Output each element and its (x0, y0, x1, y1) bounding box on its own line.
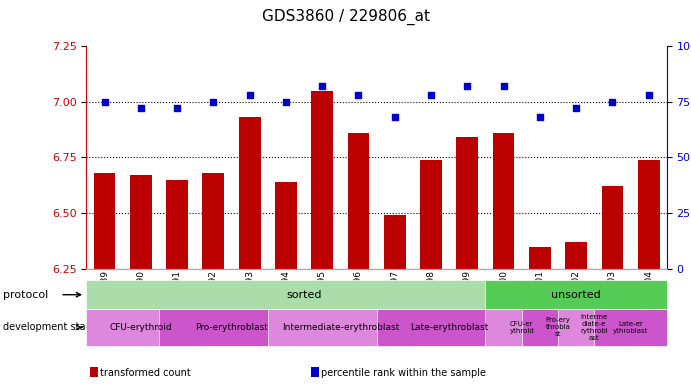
Point (244, 92, 255, 98)
Point (534, 114, 545, 121)
Text: transformed count: transformed count (100, 368, 191, 378)
Text: Late-erythroblast: Late-erythroblast (410, 323, 489, 332)
Point (571, 105, 582, 111)
Bar (166, 180, 188, 269)
Text: sorted: sorted (286, 290, 322, 300)
Point (607, 99, 618, 105)
Text: unsorted: unsorted (551, 290, 601, 300)
Bar (202, 173, 224, 269)
Text: Interme
diate-e
rythrobl
ast: Interme diate-e rythrobl ast (580, 314, 608, 341)
Bar (420, 160, 442, 269)
Point (281, 99, 292, 105)
Bar (601, 186, 623, 269)
Text: Intermediate-erythroblast: Intermediate-erythroblast (282, 323, 399, 332)
Point (208, 99, 219, 105)
Text: Pro-erythroblast: Pro-erythroblast (195, 323, 268, 332)
Text: development stage: development stage (3, 322, 98, 333)
Bar (565, 242, 587, 269)
Text: protocol: protocol (3, 290, 48, 300)
Bar (456, 137, 478, 269)
Text: GDS3860 / 229806_at: GDS3860 / 229806_at (261, 9, 430, 25)
Point (462, 83, 473, 89)
Point (426, 92, 437, 98)
Point (389, 114, 400, 121)
Text: Late-er
ythroblast: Late-er ythroblast (613, 321, 648, 334)
Bar (348, 133, 369, 269)
Point (316, 83, 328, 89)
Bar (638, 160, 659, 269)
Point (135, 105, 146, 111)
Text: percentile rank within the sample: percentile rank within the sample (321, 368, 486, 378)
Bar (311, 91, 333, 269)
Point (99, 99, 110, 105)
Point (643, 92, 654, 98)
Text: Pro-ery
throbla
st: Pro-ery throbla st (546, 317, 570, 338)
Bar (493, 133, 514, 269)
Bar (275, 182, 296, 269)
Bar (130, 175, 151, 269)
Text: CFU-erythroid: CFU-erythroid (109, 323, 172, 332)
Point (171, 105, 182, 111)
Bar (238, 118, 261, 269)
Bar (93, 173, 115, 269)
Text: CFU-er
ythroid: CFU-er ythroid (509, 321, 534, 334)
Bar (529, 247, 551, 269)
Point (498, 83, 509, 89)
Bar (384, 215, 406, 269)
Point (353, 92, 364, 98)
